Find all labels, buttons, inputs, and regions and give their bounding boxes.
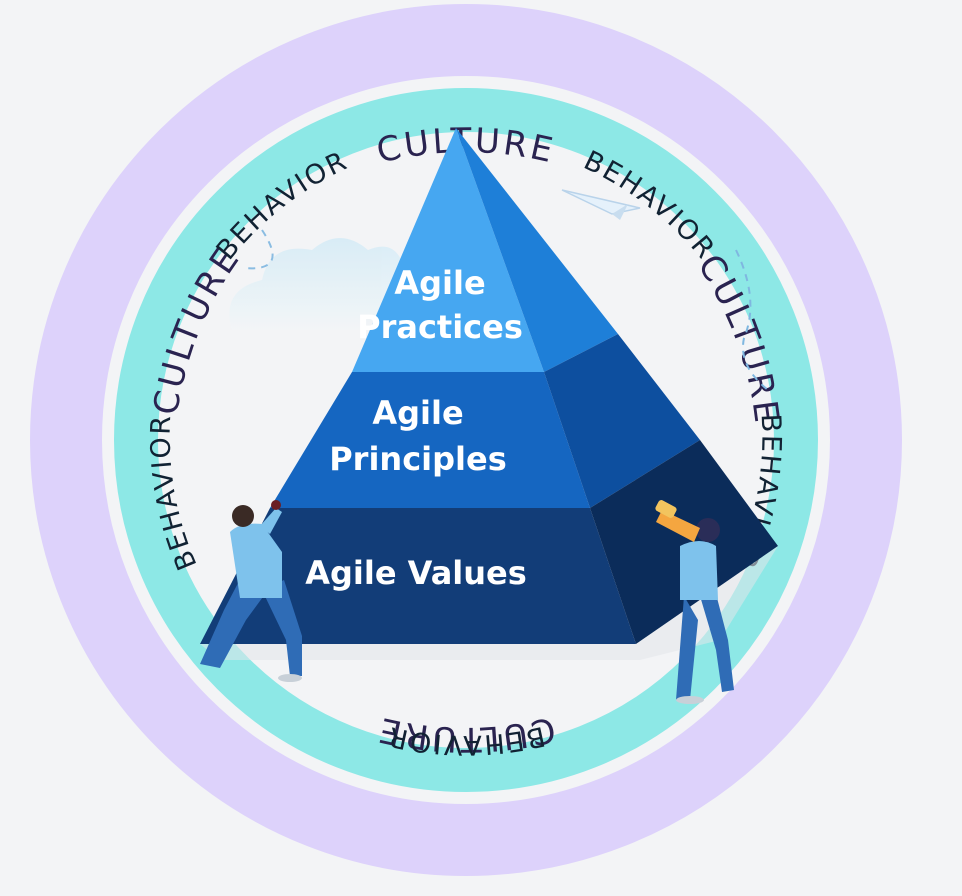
telescope-icon [655,500,700,542]
tier-principles-side [544,334,700,508]
behavior-ring [114,88,818,792]
tier-values-side [590,440,778,644]
culture-ring [30,4,902,876]
tier-values-front [200,508,636,644]
tier-principles-label-line1: Agile [372,394,463,432]
tier-principles-front [270,372,590,508]
cloud-icon [229,229,410,330]
tier-practices-label-line2: Practices [357,308,523,346]
paper-plane-icon [561,189,769,391]
tier-principles-label-line2: Principles [329,440,507,478]
tier-values-label: Agile Values [305,554,527,592]
tier-practices-label-line1: Agile [394,264,485,302]
pyramid [200,128,778,660]
tier-practices-side [456,128,618,372]
person-telescope-figure [655,500,734,704]
tier-practices-front [352,128,544,372]
person-pushing-figure [200,500,302,682]
